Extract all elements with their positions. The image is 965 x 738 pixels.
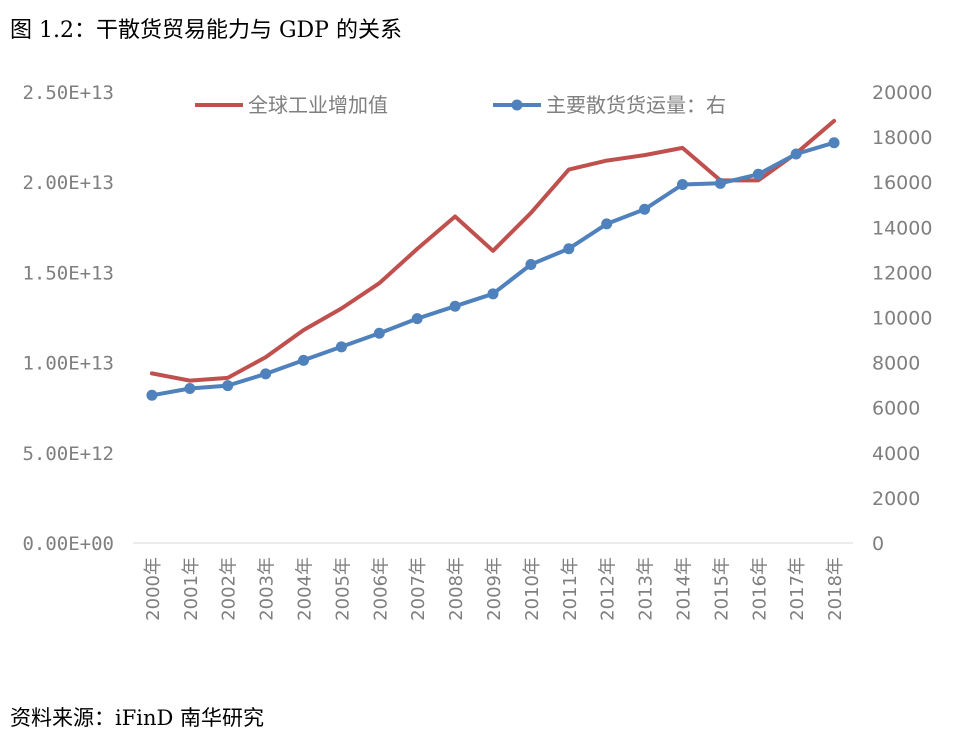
right-axis-tick-label: 14000: [872, 217, 932, 239]
x-axis-tick-label: 2002年: [219, 557, 240, 621]
bulk-volume-point: [828, 137, 840, 149]
x-axis-tick-label: 2014年: [673, 557, 694, 621]
right-axis-tick-label: 4000: [872, 443, 920, 465]
x-axis-tick-label: 2017年: [787, 557, 808, 621]
bulk-volume-point: [411, 313, 423, 325]
right-axis-tick-label: 12000: [872, 262, 932, 284]
bulk-volume-point: [184, 383, 196, 395]
x-axis-tick-label: 2004年: [295, 557, 316, 621]
bulk-volume-point: [373, 327, 385, 339]
x-axis-tick-label: 2006年: [370, 557, 391, 621]
legend-bulk-marker: [511, 99, 523, 111]
right-axis-tick-label: 0: [872, 533, 884, 555]
bulk-volume-point: [563, 243, 575, 255]
x-axis-tick-label: 2016年: [749, 557, 770, 621]
bulk-volume-point: [525, 259, 537, 271]
x-axis-tick-label: 2003年: [257, 557, 278, 621]
left-axis-tick-label: 5.00E+12: [22, 443, 114, 465]
left-axis-tick-label: 2.00E+13: [22, 172, 114, 194]
bulk-volume-point: [260, 368, 272, 380]
bulk-volume-point: [146, 389, 158, 401]
bulk-volume-line: [149, 140, 837, 398]
right-axis-tick-label: 10000: [872, 308, 932, 330]
bulk-volume-point: [298, 354, 310, 366]
x-axis-tick-label: 2010年: [522, 557, 543, 621]
right-axis-tick-label: 2000: [872, 488, 920, 510]
bulk-volume-point: [487, 288, 499, 300]
x-axis-tick-label: 2013年: [636, 557, 657, 621]
right-axis-tick-label: 20000: [872, 82, 932, 104]
right-axis-tick-label: 6000: [872, 398, 920, 420]
bulk-volume-point: [601, 218, 613, 230]
source-note: 资料来源：iFinD 南华研究: [10, 706, 265, 730]
bulk-volume-point: [714, 177, 726, 189]
right-axis-tick-label: 16000: [872, 172, 932, 194]
left-axis-tick-label: 2.50E+13: [22, 82, 114, 104]
left-axis-tick-label: 0.00E+00: [22, 533, 114, 555]
industry-value-line: [149, 118, 837, 383]
bulk-volume-point: [639, 203, 651, 215]
right-axis-tick-label: 18000: [872, 127, 932, 149]
bulk-volume-point: [222, 380, 234, 392]
bulk-volume-point: [676, 178, 688, 190]
x-axis-tick-label: 2000年: [143, 557, 164, 621]
x-axis-tick-label: 2007年: [408, 557, 429, 621]
x-axis-tick-label: 2018年: [825, 557, 846, 621]
left-axis-tick-label: 1.50E+13: [22, 262, 114, 284]
left-axis-tick-label: 1.00E+13: [22, 353, 114, 375]
x-axis-tick-label: 2005年: [332, 557, 353, 621]
x-axis-tick-label: 2011年: [560, 557, 581, 621]
right-axis-tick-label: 8000: [872, 353, 920, 375]
bulk-volume-point: [752, 168, 764, 180]
bulk-volume-point: [335, 341, 347, 353]
x-axis-tick-label: 2015年: [711, 557, 732, 621]
x-axis-tick-label: 2012年: [598, 557, 619, 621]
x-axis-tick-label: 2009年: [484, 557, 505, 621]
bulk-volume-point: [790, 148, 802, 160]
chart-title: 图 1.2：干散货贸易能力与 GDP 的关系: [10, 18, 402, 43]
x-axis-tick-label: 2008年: [446, 557, 467, 621]
legend-industry-label: 全球工业增加值: [248, 93, 388, 117]
legend-bulk-label: 主要散货货运量：右: [546, 93, 726, 117]
bulk-volume-point: [449, 300, 461, 312]
x-axis-tick-label: 2001年: [181, 557, 202, 621]
